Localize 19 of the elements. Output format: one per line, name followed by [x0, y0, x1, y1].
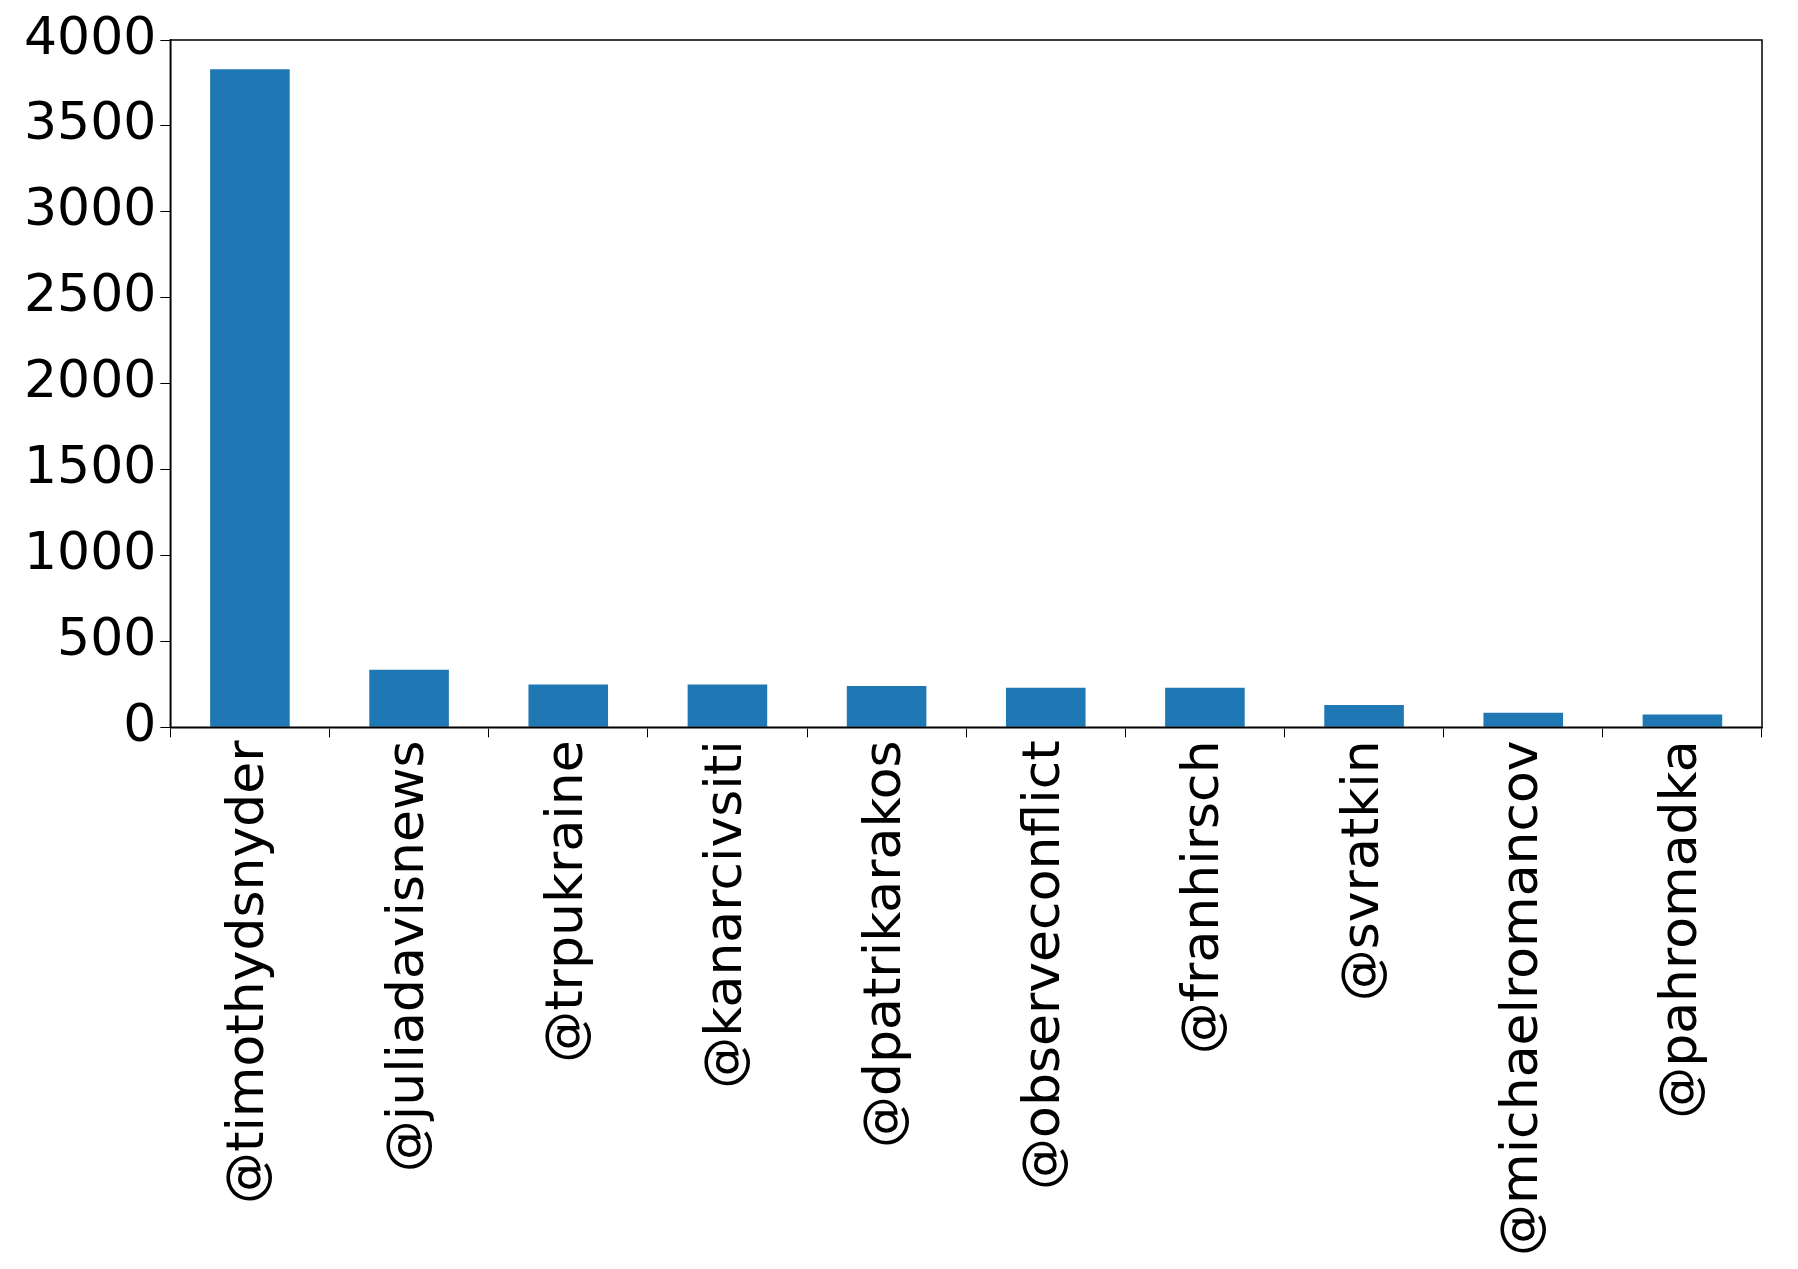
y-tick-label: 2000	[23, 349, 157, 410]
y-tick-label: 0	[123, 692, 157, 753]
x-tick-label: @trpukraine	[533, 740, 594, 1063]
x-tick-label: @svratkin	[1329, 740, 1390, 1002]
y-tick-label: 1500	[23, 435, 157, 496]
x-tick-label: @dpatrikarakos	[852, 740, 913, 1148]
y-tick-label: 2500	[23, 263, 157, 324]
x-tick-label: @timothydsnyder	[215, 739, 276, 1204]
x-tick-label: @michaelromancov	[1488, 740, 1549, 1257]
y-tick-label: 4000	[23, 5, 157, 66]
y-tick-label: 3000	[23, 177, 157, 238]
y-tick-label: 1000	[23, 521, 157, 582]
x-tick-label: @observeconflict	[1011, 740, 1072, 1190]
x-tick-label: @kanarcivsiti	[692, 740, 753, 1089]
y-tick-label: 500	[57, 606, 157, 667]
x-tick-label: @juliadavisnews	[374, 740, 435, 1173]
x-tick-label: @pahromadka	[1647, 740, 1708, 1119]
x-tick-label: @franhirsch	[1170, 740, 1231, 1055]
y-tick-label: 3500	[23, 91, 157, 152]
